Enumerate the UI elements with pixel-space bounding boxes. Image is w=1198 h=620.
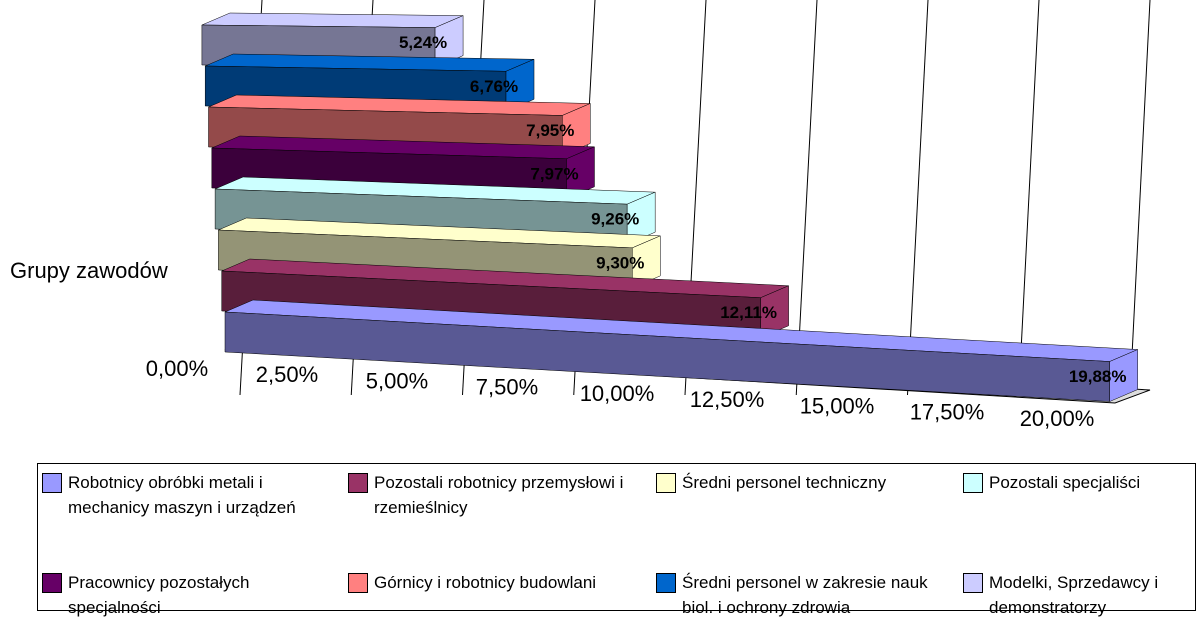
bar-end	[566, 146, 595, 200]
bar-end	[760, 285, 789, 339]
x-tick-label: 15,00%	[800, 393, 875, 418]
legend-item: Robotnicy obróbki metali i mechanicy mas…	[38, 464, 344, 564]
legend-label: Modelki, Sprzedawcy i demonstratorzy	[989, 573, 1159, 617]
legend: Robotnicy obróbki metali i mechanicy mas…	[37, 463, 1196, 617]
data-label: 5,24%	[399, 33, 447, 52]
data-label: 7,97%	[530, 164, 578, 183]
x-tick-label: 12,50%	[690, 387, 765, 412]
legend-swatch	[963, 473, 983, 493]
legend-item: Średni personel techniczny	[652, 464, 959, 564]
y-axis-label: Grupy zawodów	[10, 258, 168, 283]
legend-label: Pozostali specjaliści	[989, 473, 1141, 492]
legend-item: Pracownicy pozostałych specjalności	[38, 564, 344, 617]
legend-swatch	[656, 473, 676, 493]
x-tick-label: 17,50%	[910, 400, 985, 425]
data-label: 9,26%	[591, 210, 639, 229]
bar-end	[632, 235, 661, 289]
legend-label: Średni personel techniczny	[682, 473, 887, 492]
legend-swatch	[348, 573, 368, 593]
legend-label: Górnicy i robotnicy budowlani	[374, 573, 597, 592]
x-tick-label: 0,00%	[146, 356, 208, 381]
legend-swatch	[348, 473, 368, 493]
data-label: 9,30%	[596, 253, 644, 272]
grid-line	[1018, 0, 1040, 396]
bar-end	[505, 58, 535, 112]
legend-item: Średni personel w zakresie nauk biol. i …	[652, 564, 959, 617]
bar-end	[626, 191, 656, 245]
x-tick-label: 7,50%	[476, 375, 538, 400]
data-label: 7,95%	[526, 121, 574, 140]
bar-end	[1109, 349, 1138, 402]
x-tick-label: 10,00%	[580, 381, 655, 406]
legend-swatch	[963, 573, 983, 593]
data-label: 6,76%	[470, 77, 518, 96]
legend-label: Pozostali robotnicy przemysłowi i rzemie…	[374, 473, 624, 517]
legend-item: Pozostali robotnicy przemysłowi i rzemie…	[344, 464, 652, 564]
legend-label: Średni personel w zakresie nauk biol. i …	[682, 573, 928, 617]
legend-item: Modelki, Sprzedawcy i demonstratorzy	[959, 564, 1195, 617]
legend-label: Robotnicy obróbki metali i mechanicy mas…	[68, 473, 296, 517]
bar-end	[562, 103, 591, 156]
legend-label: Pracownicy pozostałych specjalności	[68, 573, 250, 617]
grid-line	[907, 0, 929, 396]
legend-item: Pozostali specjaliści	[959, 464, 1195, 564]
grid-line	[795, 0, 818, 396]
data-label: 12,11%	[720, 303, 777, 322]
x-tick-label: 5,00%	[366, 368, 428, 393]
data-label: 19,88%	[1069, 367, 1127, 386]
x-tick-label: 20,00%	[1020, 406, 1095, 431]
legend-swatch	[42, 573, 62, 593]
grid-line	[1129, 0, 1151, 396]
chart: Grupy zawodów 5,24% 6,76% 7,95% 7,97% 9,26% 9…	[10, 0, 1151, 431]
legend-item: Górnicy i robotnicy budowlani	[344, 564, 652, 612]
legend-swatch	[656, 573, 676, 593]
bar-end	[434, 15, 464, 68]
x-tick-label: 2,50%	[256, 362, 318, 387]
legend-swatch	[42, 473, 62, 493]
